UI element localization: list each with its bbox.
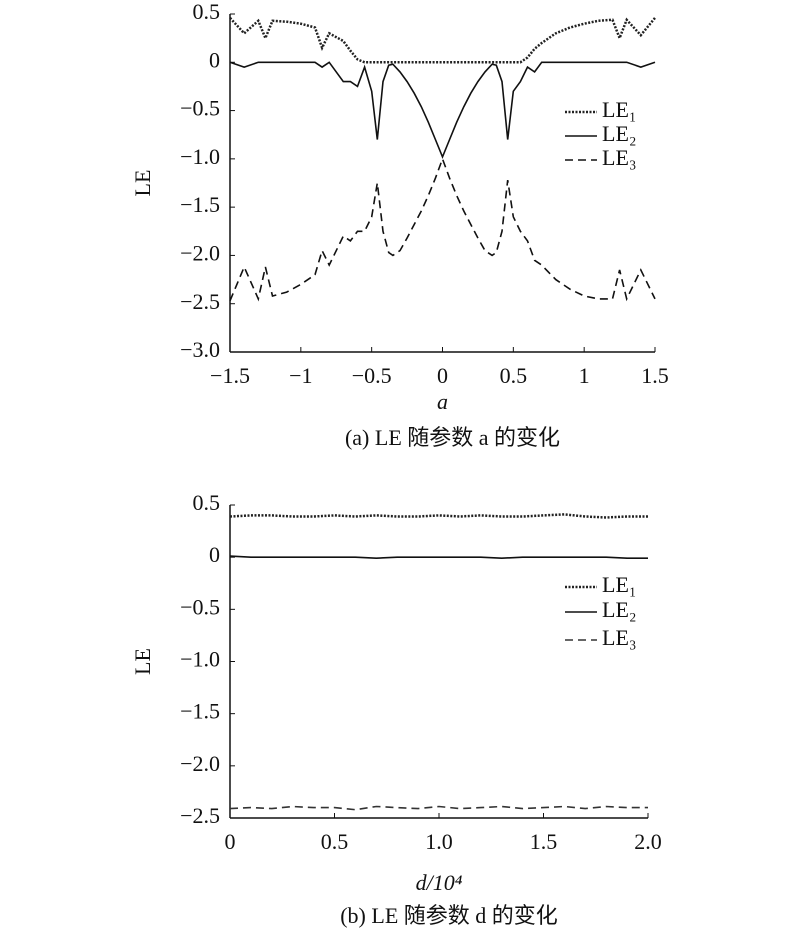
y-tick-label: −0.5 [180, 96, 220, 121]
x-tick-label: −0.5 [352, 363, 392, 388]
x-tick-label: −1 [289, 363, 312, 388]
x-tick-label: 1.5 [641, 363, 669, 388]
y-tick-label: −1.5 [180, 192, 220, 217]
x-tick-label: 0 [225, 829, 236, 854]
legend-label: LE₁ [602, 97, 637, 122]
x-tick-label: −1.5 [210, 363, 250, 388]
x-tick-label: 0.5 [321, 829, 349, 854]
x-tick-label: 1.5 [530, 829, 558, 854]
x-axis-label: d/10⁴ [416, 870, 463, 895]
legend-label: LE₃ [602, 145, 637, 170]
series-line [229, 513, 648, 519]
series-line [229, 805, 648, 811]
series-line [229, 555, 648, 560]
series-line [229, 61, 656, 160]
y-tick-label: −3.0 [180, 337, 220, 362]
y-tick-label: −1.0 [180, 144, 220, 169]
legend-label: LE₁ [602, 572, 637, 597]
y-tick-label: −2.0 [180, 240, 220, 265]
x-axis-label: a [437, 389, 448, 414]
y-tick-label: −0.5 [180, 594, 220, 619]
y-tick-label: 0.5 [193, 490, 221, 515]
y-tick-label: −2.5 [180, 289, 220, 314]
y-tick-label: 0 [209, 47, 220, 72]
caption: (a) LE 随参数 a 的变化 [345, 425, 560, 450]
y-tick-label: −1.0 [180, 647, 220, 672]
x-tick-label: 0 [437, 363, 448, 388]
legend-label: LE₃ [602, 625, 637, 650]
y-tick-label: 0 [209, 542, 220, 567]
x-tick-label: 2.0 [634, 829, 662, 854]
series-line [229, 156, 656, 302]
x-tick-label: 1.0 [425, 829, 453, 854]
y-tick-label: −2.0 [180, 751, 220, 776]
y-tick-label: −1.5 [180, 699, 220, 724]
y-axis-label: LE [130, 170, 155, 197]
x-tick-label: 0.5 [500, 363, 528, 388]
caption: (b) LE 随参数 d 的变化 [340, 903, 558, 928]
x-tick-label: 1 [579, 363, 590, 388]
legend-label: LE₂ [602, 597, 637, 622]
series-line [229, 17, 656, 64]
legend-label: LE₂ [602, 121, 637, 146]
y-tick-label: −2.5 [180, 803, 220, 828]
y-axis-label: LE [130, 648, 155, 675]
y-tick-label: 0.5 [193, 0, 221, 24]
